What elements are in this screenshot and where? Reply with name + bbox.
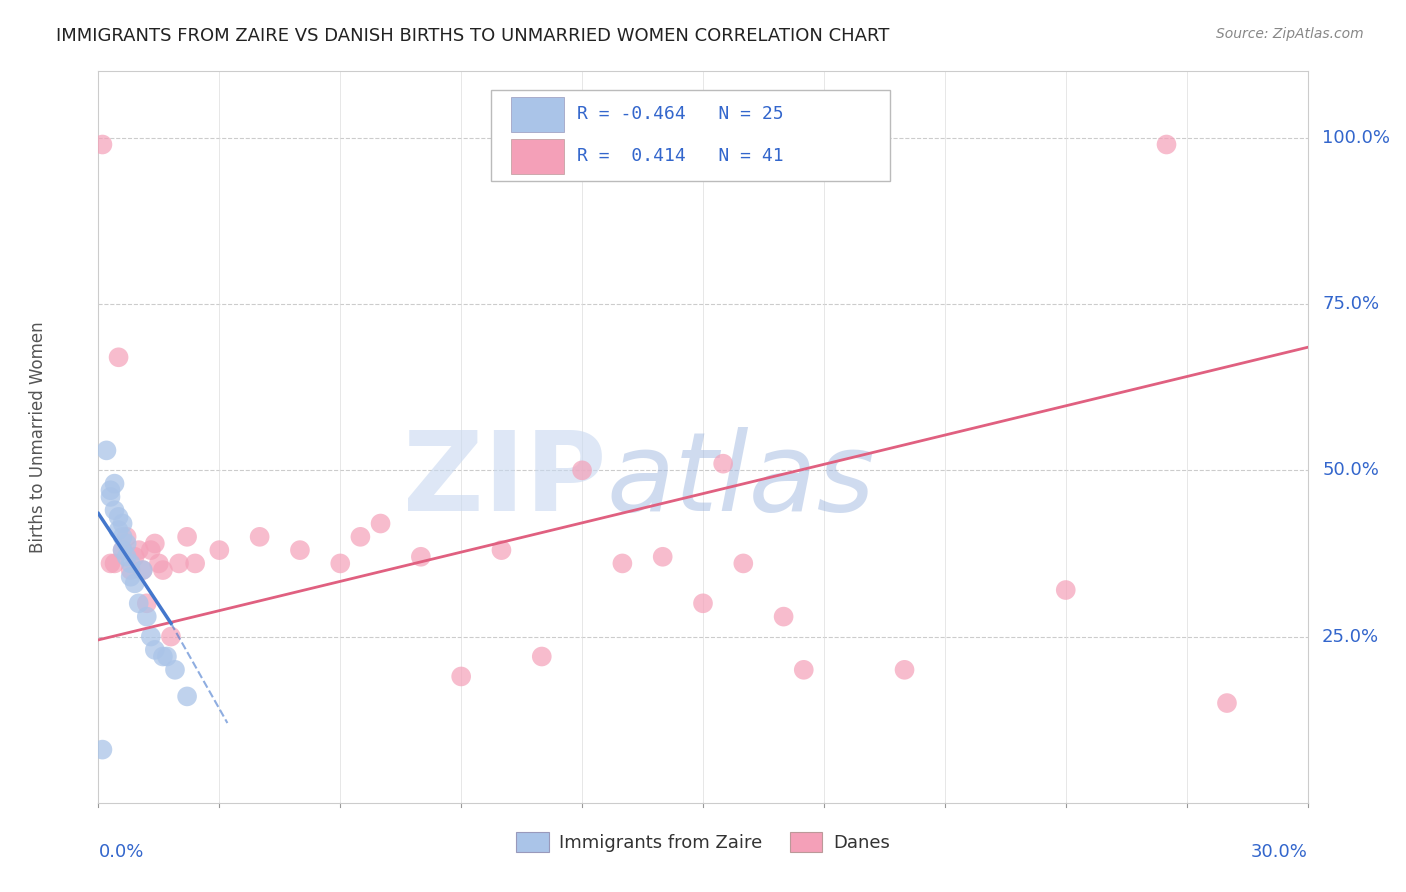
Point bbox=[1156, 137, 1178, 152]
Point bbox=[115, 536, 138, 550]
Point bbox=[100, 483, 122, 498]
Point bbox=[349, 530, 371, 544]
Text: 0.0%: 0.0% bbox=[98, 843, 143, 861]
FancyBboxPatch shape bbox=[510, 97, 564, 131]
Point bbox=[288, 543, 311, 558]
Point bbox=[103, 476, 125, 491]
Point bbox=[571, 463, 593, 477]
Point bbox=[329, 557, 352, 571]
Text: Births to Unmarried Women: Births to Unmarried Women bbox=[30, 321, 46, 553]
Point bbox=[128, 596, 150, 610]
Point bbox=[249, 530, 271, 544]
Point bbox=[370, 516, 392, 531]
Point bbox=[135, 609, 157, 624]
Point bbox=[91, 137, 114, 152]
Point bbox=[91, 742, 114, 756]
Text: 30.0%: 30.0% bbox=[1251, 843, 1308, 861]
Point bbox=[167, 557, 190, 571]
Point bbox=[156, 649, 179, 664]
Point bbox=[152, 563, 174, 577]
Text: 25.0%: 25.0% bbox=[1322, 628, 1379, 646]
Point bbox=[409, 549, 432, 564]
Point bbox=[160, 630, 183, 644]
Point bbox=[1216, 696, 1239, 710]
Point bbox=[115, 549, 138, 564]
Point bbox=[163, 663, 186, 677]
Point bbox=[152, 649, 174, 664]
Point bbox=[612, 557, 634, 571]
Point bbox=[132, 563, 155, 577]
Point bbox=[107, 351, 129, 365]
Point bbox=[893, 663, 915, 677]
Text: 50.0%: 50.0% bbox=[1322, 461, 1379, 479]
Point bbox=[111, 543, 134, 558]
Point bbox=[450, 669, 472, 683]
Point bbox=[148, 557, 170, 571]
Point bbox=[793, 663, 815, 677]
Point bbox=[111, 543, 134, 558]
Point bbox=[100, 490, 122, 504]
Point bbox=[143, 536, 166, 550]
Point bbox=[120, 557, 142, 571]
Point bbox=[107, 509, 129, 524]
Point bbox=[111, 530, 134, 544]
Point bbox=[176, 690, 198, 704]
Point bbox=[132, 563, 155, 577]
Text: R = -0.464   N = 25: R = -0.464 N = 25 bbox=[578, 105, 785, 123]
Text: R =  0.414   N = 41: R = 0.414 N = 41 bbox=[578, 147, 785, 165]
Point bbox=[139, 543, 162, 558]
Text: 75.0%: 75.0% bbox=[1322, 295, 1379, 313]
Point bbox=[124, 549, 146, 564]
Point bbox=[1054, 582, 1077, 597]
Point bbox=[692, 596, 714, 610]
Point bbox=[107, 523, 129, 537]
Point bbox=[115, 530, 138, 544]
Point bbox=[135, 596, 157, 610]
FancyBboxPatch shape bbox=[510, 139, 564, 174]
Point bbox=[530, 649, 553, 664]
Point bbox=[491, 543, 513, 558]
Legend: Immigrants from Zaire, Danes: Immigrants from Zaire, Danes bbox=[509, 824, 897, 860]
Point bbox=[139, 630, 162, 644]
Text: Source: ZipAtlas.com: Source: ZipAtlas.com bbox=[1216, 27, 1364, 41]
Point bbox=[208, 543, 231, 558]
Point bbox=[120, 570, 142, 584]
Text: ZIP: ZIP bbox=[404, 427, 606, 534]
Point bbox=[176, 530, 198, 544]
Point bbox=[128, 543, 150, 558]
Point bbox=[143, 643, 166, 657]
Point bbox=[651, 549, 673, 564]
Point bbox=[120, 563, 142, 577]
FancyBboxPatch shape bbox=[492, 90, 890, 181]
Text: IMMIGRANTS FROM ZAIRE VS DANISH BIRTHS TO UNMARRIED WOMEN CORRELATION CHART: IMMIGRANTS FROM ZAIRE VS DANISH BIRTHS T… bbox=[56, 27, 890, 45]
Point bbox=[124, 576, 146, 591]
Point bbox=[96, 443, 118, 458]
Text: atlas: atlas bbox=[606, 427, 875, 534]
Point bbox=[772, 609, 794, 624]
Point bbox=[111, 516, 134, 531]
Point bbox=[100, 557, 122, 571]
Point bbox=[184, 557, 207, 571]
Point bbox=[103, 557, 125, 571]
Text: 100.0%: 100.0% bbox=[1322, 128, 1391, 147]
Point bbox=[103, 503, 125, 517]
Point bbox=[711, 457, 734, 471]
Point bbox=[733, 557, 755, 571]
